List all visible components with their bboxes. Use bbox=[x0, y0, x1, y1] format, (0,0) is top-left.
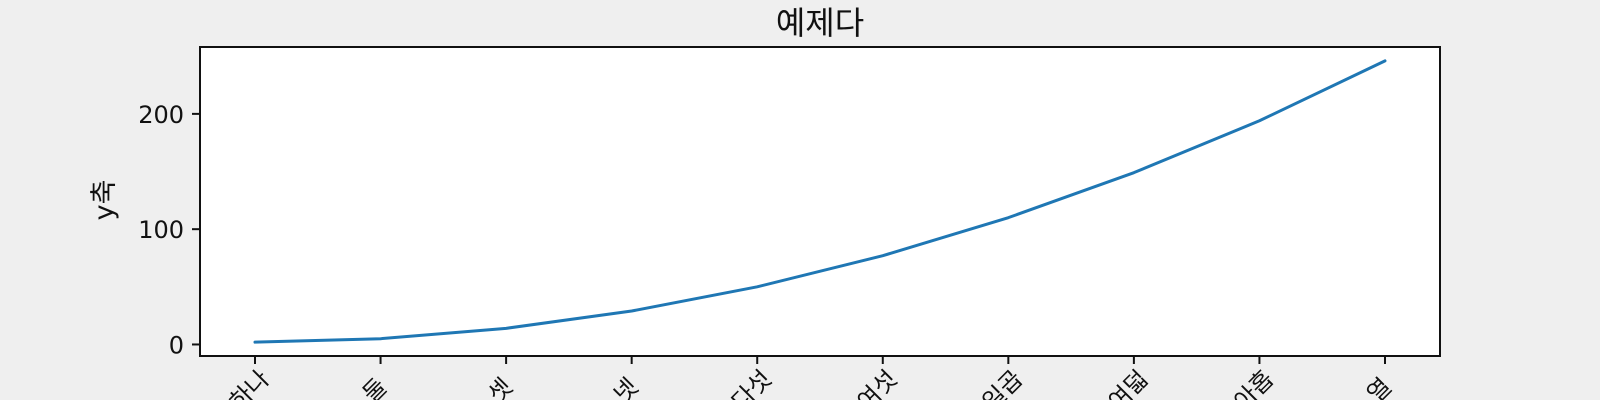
y-axis-label: y축 bbox=[89, 180, 120, 221]
x-tick-label: 다섯 bbox=[726, 365, 777, 400]
x-tick-label: 하나 bbox=[224, 365, 275, 400]
x-tick-label: 아홉 bbox=[1228, 365, 1279, 400]
x-tick-label: 셋 bbox=[483, 373, 518, 400]
y-tick-label: 200 bbox=[138, 101, 184, 129]
x-tick-label: 여덟 bbox=[1103, 365, 1154, 400]
y-tick-label: 0 bbox=[169, 331, 184, 359]
plot-area bbox=[199, 46, 1441, 357]
y-tick-label: 100 bbox=[138, 216, 184, 244]
x-tick-label: 여섯 bbox=[852, 365, 903, 400]
chart-title: 예제다 bbox=[776, 4, 864, 42]
x-tick-label: 넷 bbox=[608, 373, 643, 400]
x-tick-label: 일곱 bbox=[977, 365, 1028, 400]
x-tick-label: 열 bbox=[1362, 373, 1397, 400]
series-line bbox=[253, 59, 1387, 344]
x-tick-label: 둘 bbox=[357, 373, 392, 400]
